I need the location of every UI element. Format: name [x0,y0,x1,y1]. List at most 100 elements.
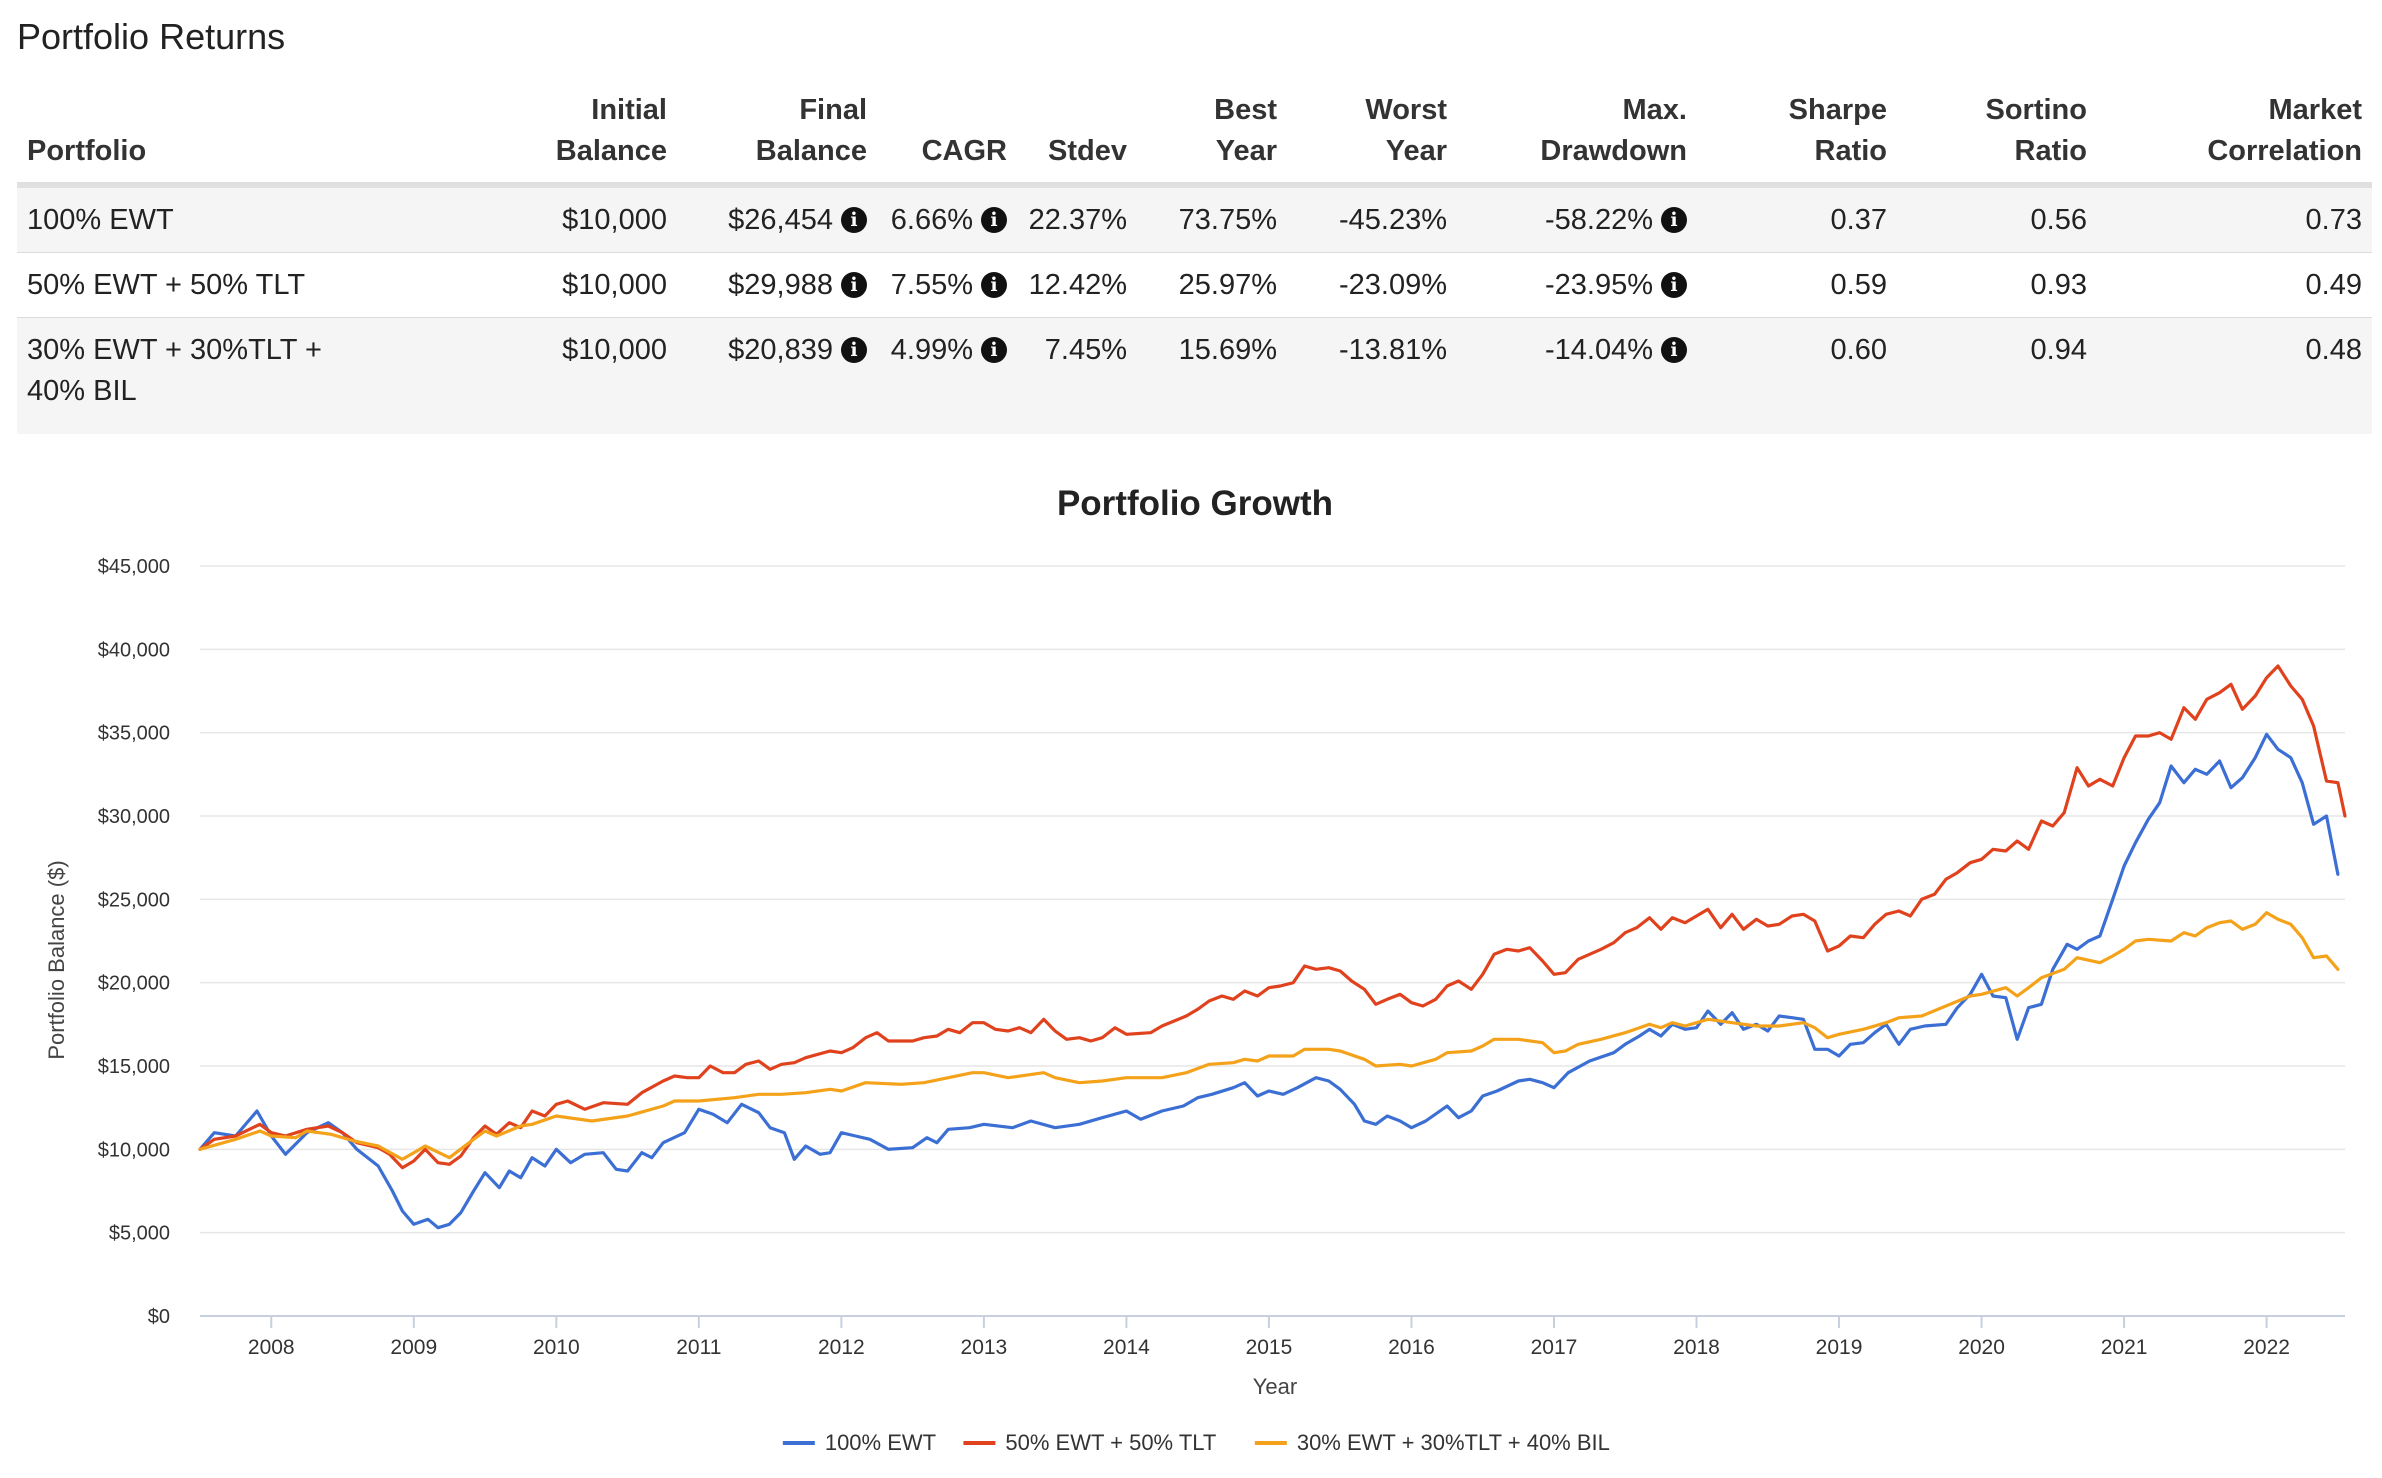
info-circle-icon[interactable]: i [841,206,867,233]
cell-sharpe-ratio: 0.59 [1697,252,1897,318]
cell-final-balance: $26,454 i [677,184,877,253]
y-tick-label: $15,000 [98,1056,170,1078]
cell-worst-year: -13.81% [1287,317,1457,434]
x-tick-label: 2011 [676,1336,721,1359]
info-circle-icon[interactable]: i [981,206,1007,233]
y-tick-label: $0 [148,1306,170,1328]
info-circle-icon[interactable]: i [1661,337,1687,363]
cell-sharpe-ratio: 0.60 [1697,317,1897,434]
series-line[interactable] [198,911,2340,1161]
cell-sortino-ratio: 0.94 [1897,317,2097,434]
cell-stdev: 22.37% [1017,184,1137,253]
cell-stdev: 7.45% [1017,317,1137,434]
table-row: 50% EWT + 50% TLT $10,000 $29,988 i 7.55%… [17,252,2372,318]
header-market-correlation[interactable]: Market Correlation [2097,90,2372,188]
x-tick-label: 2009 [390,1336,437,1359]
series-line[interactable] [198,664,2347,1170]
cell-sharpe-ratio: 0.37 [1697,184,1897,253]
info-circle-icon[interactable]: i [981,337,1007,363]
portfolio-growth-chart: $0 $5,000 $10,000 $15,000 $20,000 $25,000 $30,… [44,484,2347,1455]
x-tick-label: 2012 [818,1336,865,1359]
y-tick-label: $45,000 [98,556,170,578]
table-row: 30% EWT + 30%TLT + 40% BIL $10,000 $20,8… [17,317,2372,434]
legend-item[interactable]: 30% EWT + 30%TLT + 40% BIL [1254,1430,1610,1455]
portfolio-returns-table: Portfolio Initial Balance Final Balance CA… [17,90,2372,434]
cell-sortino-ratio: 0.56 [1897,184,2097,253]
cell-max-drawdown: -58.22% i [1457,184,1697,253]
cell-final-balance: $20,839 i [677,317,877,434]
header-max-drawdown[interactable]: Max. Drawdown [1457,90,1697,188]
cell-market-correlation: 0.49 [2097,252,2372,318]
cell-worst-year: -45.23% [1287,184,1457,253]
cell-portfolio: 30% EWT + 30%TLT + 40% BIL [17,317,387,434]
y-axis-label: Portfolio Balance ($) [44,860,69,1059]
x-tick-label: 2015 [1246,1336,1293,1359]
series-line[interactable] [198,732,2340,1230]
series-lines [198,664,2347,1230]
cell-max-drawdown: -23.95% i [1457,252,1697,318]
cell-initial-balance: $10,000 [387,184,677,253]
cell-max-drawdown: -14.04% i [1457,317,1697,434]
cell-initial-balance: $10,000 [387,252,677,318]
cell-cagr: 7.55% i [877,252,1017,318]
legend-label: 30% EWT + 30%TLT + 40% BIL [1297,1430,1610,1455]
cell-market-correlation: 0.73 [2097,184,2372,253]
header-sortino-ratio[interactable]: Sortino Ratio [1897,90,2097,188]
header-portfolio[interactable]: Portfolio [17,90,387,188]
x-tick-label: 2019 [1816,1336,1863,1359]
info-circle-icon[interactable]: i [841,337,867,363]
cell-portfolio: 100% EWT [17,184,387,253]
x-tick-label: 2021 [2101,1336,2148,1359]
header-sharpe-ratio[interactable]: Sharpe Ratio [1697,90,1897,188]
y-tick-label: $30,000 [98,806,170,828]
cell-sortino-ratio: 0.93 [1897,252,2097,318]
header-worst-year[interactable]: Worst Year [1287,90,1457,188]
y-tick-label: $10,000 [98,1139,170,1161]
cell-best-year: 25.97% [1137,252,1287,318]
cell-best-year: 15.69% [1137,317,1287,434]
x-tick-label: 2022 [2243,1336,2290,1359]
cell-cagr: 4.99% i [877,317,1017,434]
x-tick-label: 2020 [1958,1336,2005,1359]
cell-stdev: 12.42% [1017,252,1137,318]
y-tick-label: $20,000 [98,973,170,995]
cell-cagr: 6.66% i [877,184,1017,253]
x-tick-label: 2018 [1673,1336,1720,1359]
cell-final-balance: $29,988 i [677,252,877,318]
y-tick-label: $25,000 [98,889,170,911]
legend-item[interactable]: 100% EWT [782,1430,936,1455]
chart-legend: 100% EWT 50% EWT + 50% TLT 30% EWT + 30%TL… [782,1430,1610,1455]
x-tick-label: 2016 [1388,1336,1435,1359]
x-tick-label: 2013 [961,1336,1008,1359]
header-initial-balance[interactable]: Initial Balance [387,90,677,188]
y-tick-label: $5,000 [109,1223,170,1245]
x-tick-label: 2017 [1531,1336,1578,1359]
header-stdev[interactable]: Stdev [1017,90,1137,188]
cell-worst-year: -23.09% [1287,252,1457,318]
section-title: Portfolio Returns [17,16,286,57]
y-tick-label: $40,000 [98,639,170,661]
chart-title: Portfolio Growth [1057,484,1333,523]
x-tick-label: 2014 [1103,1336,1150,1359]
axes: $0 $5,000 $10,000 $15,000 $20,000 $25,000 $30,… [98,556,2345,1359]
cell-portfolio: 50% EWT + 50% TLT [17,252,387,318]
x-axis-label: Year [1253,1374,1297,1399]
y-tick-label: $35,000 [98,723,170,745]
table-header-row: Portfolio Initial Balance Final Balance CA… [17,90,2372,188]
legend-label: 50% EWT + 50% TLT [1005,1430,1216,1455]
x-tick-label: 2008 [248,1336,295,1359]
info-circle-icon[interactable]: i [841,271,867,298]
cell-best-year: 73.75% [1137,184,1287,253]
header-cagr[interactable]: CAGR [877,90,1017,188]
table-row: 100% EWT $10,000 $26,454 i 6.66% i 22.37% … [17,184,2372,253]
info-circle-icon[interactable]: i [981,271,1007,298]
legend-item[interactable]: 50% EWT + 50% TLT [963,1430,1216,1455]
legend-label: 100% EWT [825,1430,936,1455]
header-final-balance[interactable]: Final Balance [677,90,877,188]
info-circle-icon[interactable]: i [1661,206,1687,233]
info-circle-icon[interactable]: i [1661,271,1687,298]
x-tick-label: 2010 [533,1336,580,1359]
grid-lines [200,565,2345,1234]
header-best-year[interactable]: Best Year [1137,90,1287,188]
cell-market-correlation: 0.48 [2097,317,2372,434]
